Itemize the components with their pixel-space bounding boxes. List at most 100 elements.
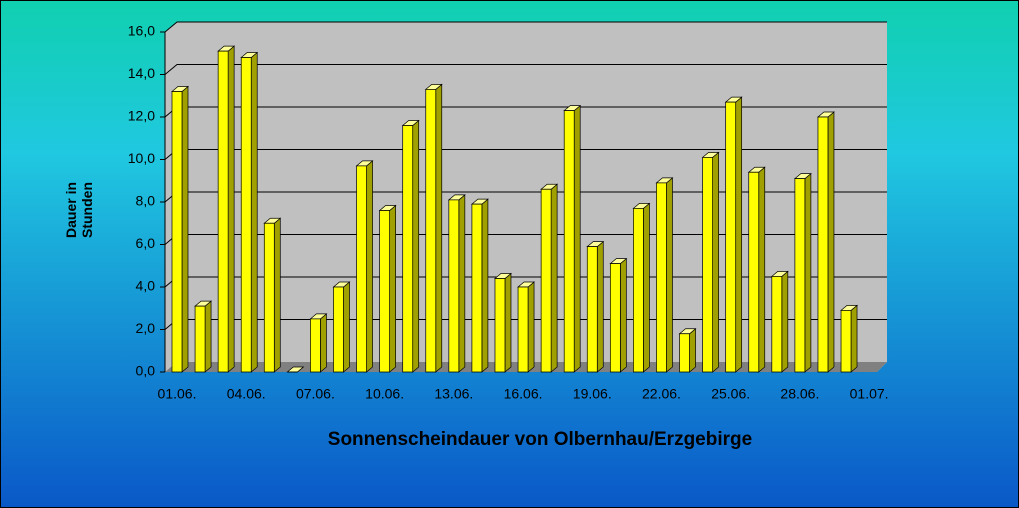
bar-front: [679, 333, 690, 373]
bar-side: [389, 204, 396, 373]
bar-side: [735, 96, 743, 373]
x-tick-label: 07.06.: [296, 386, 335, 402]
bar-front: [333, 286, 344, 373]
bar-side: [804, 172, 812, 373]
y-axis-title-line: Stunden: [79, 182, 95, 238]
x-tick-label: 19.06.: [573, 386, 612, 402]
bar-front: [402, 125, 414, 373]
bar: [701, 151, 720, 373]
bar-front: [194, 305, 206, 373]
bar-side: [619, 257, 627, 373]
y-tick-label: 6,0: [136, 235, 156, 251]
bar-front: [656, 182, 667, 373]
bar-front: [633, 208, 644, 373]
bar: [401, 119, 420, 373]
bar: [517, 281, 536, 373]
y-tick-label: 16,0: [128, 23, 155, 39]
x-tick-label: 13.06.: [434, 386, 473, 402]
bar: [678, 328, 697, 373]
bar-side: [550, 183, 558, 373]
x-tick-label: 25.06.: [711, 386, 750, 402]
x-tick-label: 04.06.: [227, 386, 266, 402]
bar: [424, 83, 443, 373]
bar-side: [643, 202, 650, 373]
y-tick-label: 2,0: [136, 320, 156, 336]
y-tick-label: 10,0: [128, 150, 155, 166]
bar-side: [250, 51, 258, 373]
bar-side: [204, 300, 212, 373]
bar: [194, 300, 213, 373]
bar-side: [435, 83, 443, 373]
bar-side: [712, 151, 719, 373]
x-tick-label: 28.06.: [780, 386, 819, 402]
bar: [747, 166, 766, 373]
bar-front: [563, 110, 575, 373]
bar: [447, 194, 466, 373]
bar-front: [263, 222, 275, 373]
bar-side: [343, 281, 350, 373]
bar-side: [596, 240, 604, 373]
bar-side: [850, 304, 858, 373]
bar-side: [827, 111, 835, 373]
bar-side: [504, 272, 512, 373]
bar-side: [481, 198, 489, 373]
bar: [240, 51, 259, 373]
bar-side: [227, 45, 235, 373]
bar-side: [181, 85, 189, 373]
bar-front: [471, 203, 483, 373]
bar: [494, 272, 512, 373]
bar-front: [609, 263, 621, 373]
bar-front: [494, 278, 506, 373]
bar-front: [217, 50, 229, 373]
bar-front: [310, 318, 321, 373]
bar: [816, 111, 835, 373]
bar-front: [425, 89, 437, 373]
bar: [355, 160, 374, 373]
x-tick-label: 22.06.: [642, 386, 681, 402]
bar: [724, 96, 743, 373]
bar-front: [517, 286, 529, 373]
bar-side: [666, 177, 673, 373]
x-tick-label: 01.06.: [158, 386, 197, 402]
x-tick-label: 10.06.: [365, 386, 404, 402]
x-tick-label: 16.06.: [504, 386, 543, 402]
bar-front: [817, 116, 829, 373]
y-tick-label: 0,0: [136, 363, 156, 379]
y-tick-label: 8,0: [136, 193, 156, 209]
bar: [586, 240, 605, 373]
bar-side: [781, 270, 789, 373]
grid-line: [164, 21, 887, 33]
bar-front: [448, 199, 460, 373]
bar: [540, 183, 559, 373]
bar-side: [412, 119, 420, 373]
bar: [655, 177, 674, 373]
bar-side: [366, 160, 373, 373]
bar: [840, 304, 858, 373]
y-axis-title-line: Dauer in: [63, 182, 79, 238]
bar: [632, 202, 651, 373]
bar-front: [748, 171, 760, 373]
y-tick-label: 12,0: [128, 108, 155, 124]
bar: [609, 257, 628, 373]
y-axis-title: Dauer inStunden: [63, 182, 95, 238]
x-tick-label: 01.07.: [850, 386, 889, 402]
bar: [217, 45, 236, 373]
bar-side: [573, 104, 581, 373]
bar-front: [586, 246, 598, 373]
bar: [793, 172, 812, 373]
bar: [309, 313, 328, 373]
bar-front: [702, 157, 713, 373]
y-tick-label: 4,0: [136, 278, 156, 294]
bar: [286, 366, 305, 373]
bar: [171, 85, 189, 373]
y-tick-label: 14,0: [128, 65, 155, 81]
bar-side: [273, 217, 281, 373]
bar-front: [240, 57, 252, 373]
bar: [263, 217, 282, 373]
bar-front: [356, 165, 367, 373]
bar-front: [840, 310, 852, 373]
bar-side: [758, 166, 766, 373]
bar: [470, 198, 489, 373]
bar: [770, 270, 789, 373]
